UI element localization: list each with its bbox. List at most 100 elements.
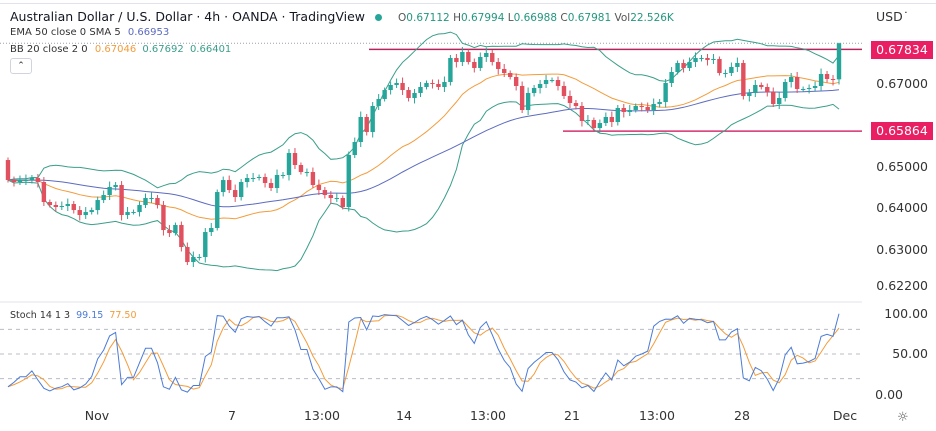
candle [268,178,274,191]
candle [41,177,47,207]
candle [609,111,615,127]
candle [430,79,435,89]
candle [735,57,740,72]
ema-legend[interactable]: EMA 50 close 0 SMA 5 0.66953 [10,27,169,38]
stoch-legend[interactable]: Stoch 14 1 3 99.15 77.50 [10,310,137,321]
candle [179,221,184,252]
candle [322,187,328,199]
candle-body [29,177,35,181]
candle-body [95,200,100,211]
stoch-tick: 50.00 [892,346,928,361]
candle-body [131,212,136,214]
candle-body [400,83,405,91]
candle [209,223,214,237]
candle-body [41,182,47,203]
candle-body [155,198,160,206]
candle [250,173,256,182]
candle-body [585,120,591,122]
bb-upper-value: 0.67692 [142,44,184,55]
candle [197,254,202,261]
bb-lower-value: 0.66401 [189,44,232,55]
candle-body [717,58,722,74]
candle-body [812,85,818,88]
candle [394,78,399,88]
price-tick: 0.65000 [876,159,928,174]
candle [101,190,106,204]
candle [238,179,244,201]
candle [274,169,280,193]
candle-body [460,52,465,63]
candle [262,173,268,188]
candle-body [824,73,830,80]
time-label: Dec [832,408,858,423]
candle [621,104,626,118]
candle-body [436,84,441,87]
candle [531,84,537,97]
candle [741,60,746,100]
candle [651,98,656,116]
candle-body [597,123,603,128]
ohlc-values: O0.67112 H0.67994 L0.66988 C0.67981 Vol2… [398,12,674,24]
candle-body [806,87,812,89]
time-label: 13:00 [638,408,676,423]
candle-body [358,116,363,143]
symbol-legend[interactable]: Australian Dollar / U.S. Dollar · 4h · O… [10,9,674,24]
candle [370,102,375,138]
candle-body [179,225,184,248]
currency-selector[interactable]: USD˙ [876,9,909,24]
candle [830,75,836,86]
candle-body [519,85,525,111]
candle [753,80,758,97]
candle [346,151,351,212]
chevron-up-icon[interactable]: ⌃ [10,58,32,74]
candle [771,87,776,107]
candle-body [747,93,752,96]
candle-body [448,57,453,83]
candle [149,192,154,203]
candle-body [454,57,459,63]
time-label: 21 [564,408,580,423]
candle-body [250,177,256,179]
settings-gear-icon[interactable]: ☼ [897,410,909,425]
candle-body [268,183,274,188]
candle [167,225,172,238]
candle [29,175,35,184]
candle [71,201,76,214]
price-tick: 0.64000 [876,200,928,215]
candle-body [227,180,232,191]
candle [424,80,429,90]
candle [334,193,340,202]
candle-body [693,57,698,63]
candle [693,52,698,67]
candle-body [352,142,357,156]
time-label: 13:00 [303,408,341,423]
candle-body [185,247,190,263]
candle-body [167,230,172,234]
candle-body [203,232,208,258]
candle-body [5,160,11,181]
symbol-title: Australian Dollar / U.S. Dollar · 4h · O… [10,9,366,24]
candle [173,222,178,236]
bb-legend[interactable]: BB 20 close 2 0 0.67046 0.67692 0.66401 [10,44,231,55]
candle-body [215,192,220,229]
candle [657,99,662,108]
candle [256,174,262,181]
candle-body [663,83,668,103]
candle-body [340,198,345,208]
candle [705,53,710,66]
price-pane[interactable] [0,0,862,302]
candle [53,201,59,212]
candle-body [788,76,794,83]
candle-body [681,63,686,68]
candle [812,81,818,91]
time-label: 28 [734,408,750,423]
candle-body [633,105,638,111]
candle-body [759,84,764,87]
candle [23,174,29,186]
candle [484,47,489,62]
candle [203,228,208,263]
candle-body [23,180,29,182]
candle-body [591,120,597,128]
candle [442,76,447,92]
candle-body [412,93,417,98]
